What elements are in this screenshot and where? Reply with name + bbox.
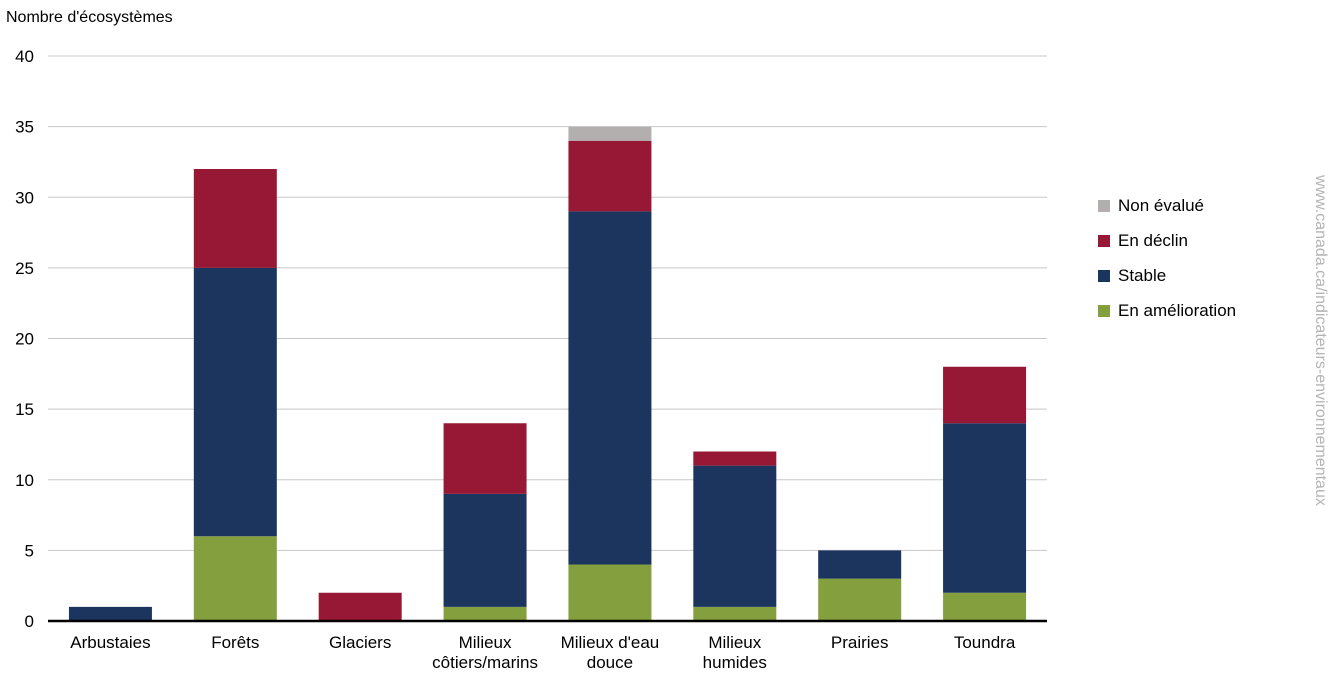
legend-swatch — [1098, 269, 1110, 282]
x-category-label: Arbustaies — [70, 633, 150, 652]
legend-swatch — [1098, 199, 1110, 212]
legend-item: En amélioration — [1098, 293, 1236, 328]
y-axis-ticks: 0 5 10 15 20 25 30 35 40 — [15, 47, 34, 631]
legend-label: Non évalué — [1118, 195, 1205, 215]
legend-item: En déclin — [1098, 223, 1236, 258]
bar-segment — [568, 564, 652, 621]
bar-segment — [443, 493, 527, 607]
bar-segment — [193, 536, 277, 621]
bar-segment — [943, 423, 1027, 593]
bar-segment — [943, 592, 1027, 621]
bar-segment — [443, 423, 527, 494]
x-category-label: Milieux d'eau douce — [561, 633, 660, 672]
legend-label: En déclin — [1118, 230, 1188, 250]
legend-swatch — [1098, 234, 1110, 247]
y-tick-label: 0 — [25, 612, 34, 631]
x-axis-categories: Arbustaies Forêts Glaciers Milieux côtiers/m… — [70, 633, 1016, 672]
bar-segment — [193, 169, 277, 268]
bar-segment — [568, 126, 652, 141]
stacked-bar-chart: Nombre d'écosystèmes 0 5 10 15 20 25 30 35 40 Ar… — [6, 9, 1047, 672]
bar-segment — [568, 211, 652, 565]
y-tick-label: 40 — [15, 47, 34, 66]
x-category-label: Toundra — [954, 633, 1016, 652]
bar-segment — [193, 267, 277, 537]
bar-segment — [693, 606, 777, 621]
y-tick-label: 5 — [25, 541, 34, 560]
bars — [68, 126, 1027, 621]
y-tick-label: 10 — [15, 471, 34, 490]
legend-label: En amélioration — [1118, 300, 1237, 320]
bar-segment — [318, 592, 402, 621]
bar-segment — [568, 140, 652, 212]
y-axis-label: Nombre d'écosystèmes — [6, 9, 173, 26]
y-tick-label: 35 — [15, 118, 34, 137]
legend: Non évalué En déclin Stable En amélioration — [1098, 188, 1236, 328]
legend-item: Stable — [1098, 258, 1236, 293]
bar-segment — [443, 606, 527, 621]
bar-segment — [693, 465, 777, 607]
bar-segment — [693, 451, 777, 466]
y-tick-label: 25 — [15, 259, 34, 278]
bar-segment — [818, 578, 902, 621]
bar-segment — [818, 550, 902, 579]
legend-item: Non évalué — [1098, 188, 1236, 223]
y-tick-label: 20 — [15, 330, 34, 349]
x-category-label: Milieux côtiers/marins — [432, 633, 538, 672]
bar-segment — [943, 366, 1027, 424]
x-category-label: Glaciers — [329, 633, 391, 652]
x-category-label: Prairies — [831, 633, 889, 652]
source-url: www.canada.ca/indicateurs-environnementa… — [1312, 175, 1329, 506]
bar-segment — [68, 606, 152, 621]
legend-swatch — [1098, 304, 1110, 317]
legend-label: Stable — [1118, 265, 1167, 285]
x-category-label: Milieux humides — [703, 633, 767, 672]
x-category-label: Forêts — [211, 633, 259, 652]
y-tick-label: 15 — [15, 400, 34, 419]
y-tick-label: 30 — [15, 188, 34, 207]
